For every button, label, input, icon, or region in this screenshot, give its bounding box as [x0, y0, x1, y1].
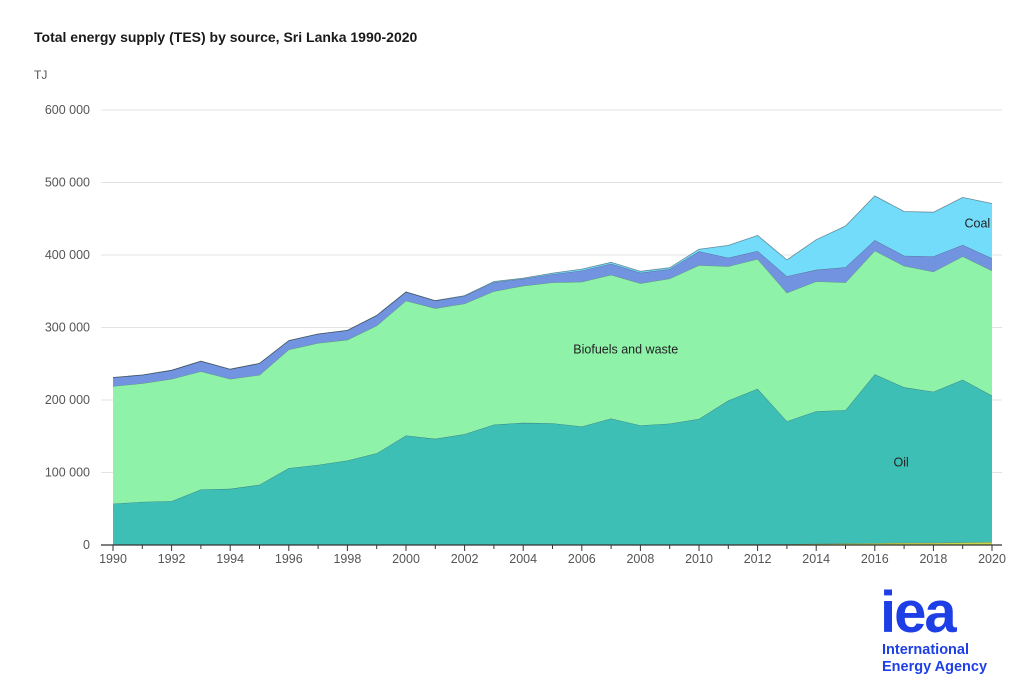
y-tick-label: 600 000: [45, 103, 90, 117]
y-tick-label: 200 000: [45, 393, 90, 407]
y-tick-label: 300 000: [45, 321, 90, 335]
stacked-areas: [112, 195, 993, 546]
x-tick-label: 2006: [568, 552, 596, 566]
area-edge-coal: [112, 195, 993, 378]
x-tick-label: 1998: [333, 552, 361, 566]
y-tick-label: 100 000: [45, 466, 90, 480]
area-label: Coal: [964, 216, 990, 230]
area-label: Biofuels and waste: [573, 343, 678, 357]
logo-line-2: Energy Agency: [882, 659, 988, 675]
y-tick-label: 400 000: [45, 248, 90, 262]
x-tick-label: 2018: [919, 552, 947, 566]
logo-line-1: International: [882, 642, 970, 658]
logo-text: International Energy Agency: [882, 642, 987, 676]
area-biofuels-and-waste: [113, 250, 992, 504]
y-axis-unit-label: TJ: [34, 68, 47, 82]
x-tick-label: 2020: [978, 552, 1006, 566]
y-tick-label: 0: [83, 538, 90, 552]
x-tick-label: 2000: [392, 552, 420, 566]
axes: 1990 1992 1994 1996 1998 2000 2002 2004 2006 2008…: [99, 544, 1006, 566]
iea-logo-icon: iea: [880, 588, 959, 638]
x-tick-label: 1996: [275, 552, 303, 566]
x-tick-label: 1992: [158, 552, 186, 566]
area-oil: [113, 374, 992, 545]
logo-mark: iea: [880, 588, 957, 638]
x-tick-label: 2002: [451, 552, 479, 566]
x-tick-label: 1994: [216, 552, 244, 566]
x-tick-label: 2016: [861, 552, 889, 566]
x-tick-label: 2012: [744, 552, 772, 566]
x-tick-label: 2010: [685, 552, 713, 566]
x-tick-label: 2014: [802, 552, 830, 566]
area-label: Oil: [894, 456, 909, 470]
chart-title: Total energy supply (TES) by source, Sri…: [34, 29, 418, 45]
y-tick-label: 500 000: [45, 176, 90, 190]
x-tick-label: 2008: [626, 552, 654, 566]
area-coal: [113, 195, 992, 378]
x-tick-label: 2004: [509, 552, 537, 566]
area-labels: Coal Biofuels and waste Oil: [573, 216, 990, 469]
x-tick-label: 1990: [99, 552, 127, 566]
